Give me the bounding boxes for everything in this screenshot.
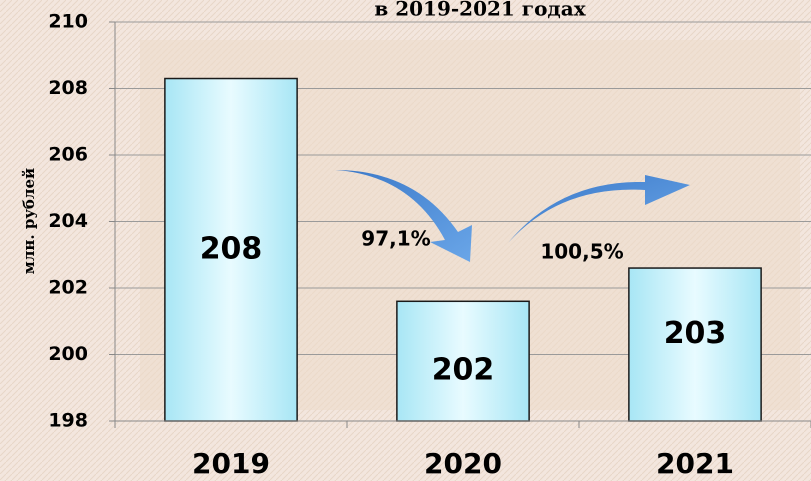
bar <box>628 267 762 422</box>
chart-title: в 2019-2021 годах <box>374 0 586 21</box>
arrow <box>335 170 472 262</box>
y-tick-label: 204 <box>48 210 88 232</box>
y-tick-label: 206 <box>48 144 88 166</box>
y-tick-label: 198 <box>48 410 88 432</box>
bar <box>164 77 298 422</box>
arrow <box>508 175 690 243</box>
x-tick-label: 2021 <box>656 447 734 480</box>
bar <box>396 300 530 422</box>
y-tick-label: 208 <box>48 77 88 99</box>
y-tick-label: 210 <box>48 11 88 33</box>
annotation: 97,1% <box>361 227 430 251</box>
annotation: 100,5% <box>540 240 623 264</box>
data-label: 202 <box>432 353 495 388</box>
x-tick-label: 2019 <box>192 447 270 480</box>
x-tick-label: 2020 <box>424 447 502 480</box>
y-axis-label: млн. рублей <box>20 168 38 274</box>
y-tick-label: 200 <box>48 343 88 365</box>
data-label: 208 <box>200 231 263 266</box>
data-label: 203 <box>664 316 727 351</box>
y-tick-label: 202 <box>48 277 88 299</box>
